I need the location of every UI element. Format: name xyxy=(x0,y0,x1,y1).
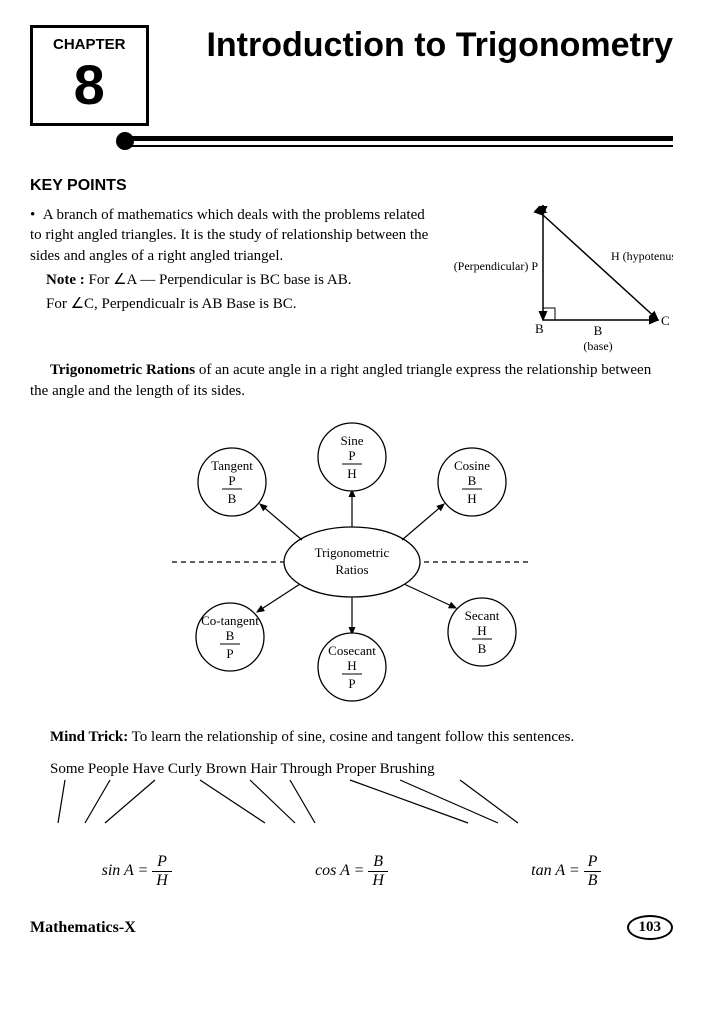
triangle-diagram: A B C (Perpendicular) P H (hypotenuse) B… xyxy=(443,205,673,360)
svg-text:P: P xyxy=(226,646,233,661)
vertex-a: A xyxy=(538,205,548,216)
svg-text:B: B xyxy=(225,628,234,643)
book-title: Mathematics-X xyxy=(30,919,136,937)
formula-row: sin A = PH cos A = BH tan A = PB xyxy=(30,853,673,890)
svg-text:Sine: Sine xyxy=(340,433,363,448)
note1: For ∠A — Perpendicular is BC base is AB. xyxy=(85,272,352,288)
svg-text:Cosecant: Cosecant xyxy=(328,643,376,658)
ratios-bold: Trigonometric Rations xyxy=(50,362,195,378)
chapter-title: Introduction to Trigonometry xyxy=(164,25,673,66)
svg-text:P: P xyxy=(348,676,355,691)
mind-trick-text: To learn the relationship of sine, cosin… xyxy=(128,729,574,745)
svg-text:P: P xyxy=(228,473,235,488)
chapter-label: CHAPTER xyxy=(53,36,126,53)
intro-p1: A branch of mathematics which deals with… xyxy=(30,207,428,264)
svg-text:B: B xyxy=(467,473,476,488)
svg-text:H: H xyxy=(347,466,356,481)
ratios-para: Trigonometric Rations of an acute angle … xyxy=(30,360,673,402)
base-b: B xyxy=(594,323,603,338)
svg-text:Secant: Secant xyxy=(464,608,499,623)
svg-text:Tangent: Tangent xyxy=(211,458,253,473)
svg-text:Trigonometric: Trigonometric xyxy=(314,545,389,560)
chapter-box: CHAPTER 8 xyxy=(30,25,149,126)
mind-trick-para: Mind Trick: To learn the relationship of… xyxy=(30,727,673,748)
key-points-heading: KEY POINTS xyxy=(30,177,673,195)
chapter-header: CHAPTER 8 Introduction to Trigonometry xyxy=(30,25,673,126)
vertex-c: C xyxy=(661,313,670,328)
page-footer: Mathematics-X 103 xyxy=(30,915,673,940)
svg-text:B: B xyxy=(477,641,486,656)
formula-tan: tan A = PB xyxy=(531,853,601,890)
mind-trick-label: Mind Trick: xyxy=(50,729,128,745)
note-label: Note : xyxy=(46,272,85,288)
hyp-label: H (hypotenuse) xyxy=(611,249,673,263)
svg-text:P: P xyxy=(348,448,355,463)
formula-sin: sin A = PH xyxy=(102,853,172,890)
vertex-b: B xyxy=(535,321,544,336)
intro-text: • A branch of mathematics which deals wi… xyxy=(30,205,433,360)
formula-cos: cos A = BH xyxy=(315,853,388,890)
note2: For ∠C, Perpendicualr is AB Base is BC. xyxy=(46,294,433,314)
svg-text:Cosine: Cosine xyxy=(453,458,489,473)
svg-text:H: H xyxy=(347,658,356,673)
base-label: (base) xyxy=(583,339,612,353)
svg-text:Some People Have Curly Brown H: Some People Have Curly Brown Hair Throug… xyxy=(50,761,435,777)
svg-text:H: H xyxy=(477,623,486,638)
ratios-diagram: Trigonometric Ratios SinePHCosineBHSecan… xyxy=(30,412,673,717)
perp-label: (Perpendicular) P xyxy=(454,259,539,273)
intro-row: • A branch of mathematics which deals wi… xyxy=(30,205,673,360)
svg-text:Co-tangent: Co-tangent xyxy=(201,613,259,628)
svg-text:Ratios: Ratios xyxy=(335,562,368,577)
page-number: 103 xyxy=(627,915,674,940)
svg-text:H: H xyxy=(467,491,476,506)
chapter-number: 8 xyxy=(53,57,126,113)
header-divider xyxy=(30,136,673,147)
svg-text:B: B xyxy=(227,491,236,506)
mnemonic-sentence: Some People Have Curly Brown Hair Throug… xyxy=(50,758,673,843)
